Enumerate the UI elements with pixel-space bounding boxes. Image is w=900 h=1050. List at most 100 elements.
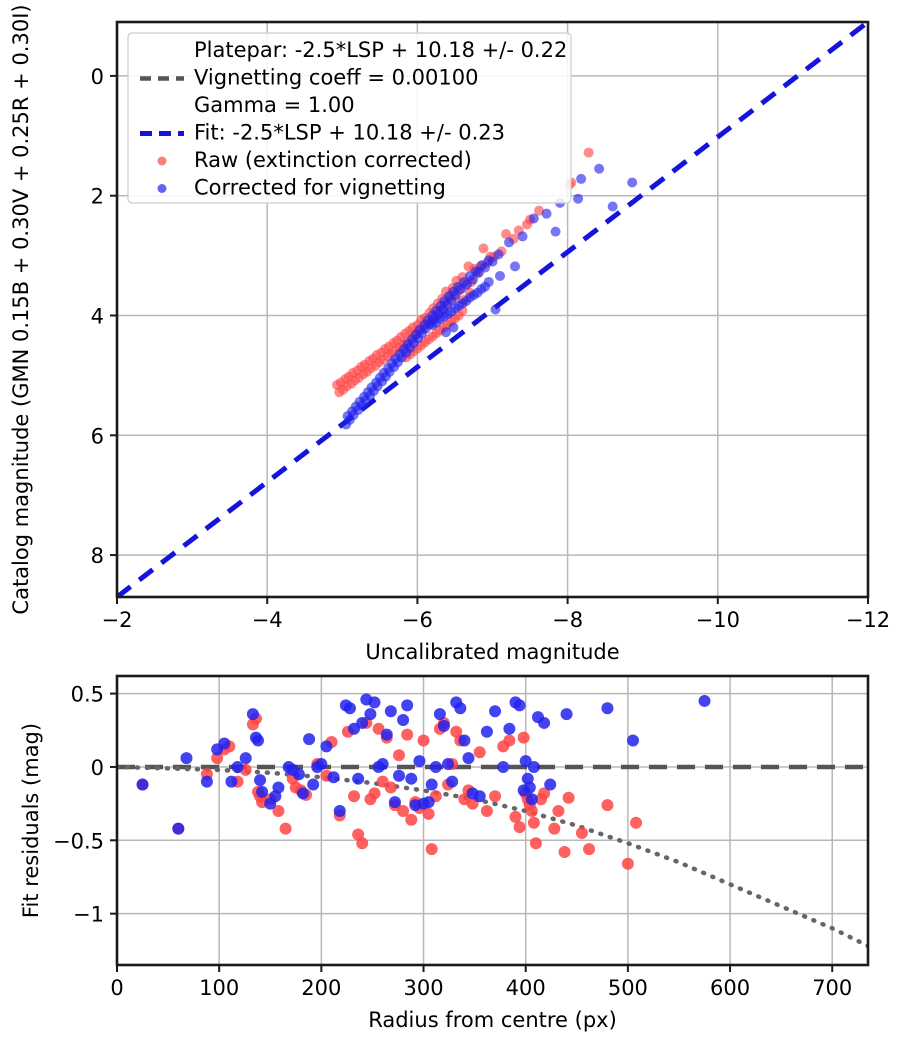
data-point (478, 243, 489, 254)
data-point (538, 716, 551, 729)
x-tick-label: 0 (110, 976, 123, 1000)
data-point (180, 752, 193, 765)
y-tick-label: 6 (91, 424, 104, 448)
x-tick-label: 500 (608, 976, 648, 1000)
data-point (417, 734, 430, 747)
axes-frame (115, 674, 870, 967)
x-tick-label: −4 (252, 608, 283, 632)
y-axis-title: Catalog magnitude (GMN 0.15B + 0.30V + 0… (9, 4, 33, 614)
data-point (431, 317, 442, 328)
data-point (544, 778, 557, 791)
data-point (573, 193, 584, 204)
data-point (307, 778, 320, 791)
data-point (231, 760, 244, 773)
data-point (200, 775, 213, 788)
x-axis-title: Radius from centre (px) (368, 1008, 617, 1032)
data-point (384, 781, 397, 794)
legend-entry-label: Platepar: -2.5*LSP + 10.18 +/- 0.22 (194, 38, 567, 62)
data-point (342, 411, 353, 422)
data-point (483, 276, 494, 287)
data-point (343, 702, 356, 715)
data-point (352, 772, 365, 785)
axes-frame (115, 20, 870, 599)
data-layer-fit-residuals (117, 693, 868, 949)
data-point (332, 379, 343, 390)
data-point (510, 261, 521, 272)
data-point (425, 843, 438, 856)
data-point (468, 290, 479, 301)
y-tick-label: −1 (73, 903, 104, 927)
legend: Platepar: -2.5*LSP + 10.18 +/- 0.22 Vigne… (127, 32, 572, 204)
data-point (388, 796, 401, 809)
data-point (489, 790, 502, 803)
x-tick-label: −10 (696, 608, 740, 632)
data-point (376, 758, 389, 771)
data-point (621, 857, 634, 870)
x-tick-label: 700 (812, 976, 852, 1000)
data-point (254, 774, 267, 787)
series-raw-extinction-corrected (332, 147, 594, 398)
data-point (380, 728, 393, 741)
data-point (626, 734, 639, 747)
data-point (272, 804, 285, 817)
data-point (461, 296, 472, 307)
series-corrected-for-vignetting (136, 693, 711, 835)
data-point (272, 781, 285, 794)
data-point (264, 797, 277, 810)
data-point (466, 797, 479, 810)
x-tick-label: 600 (710, 976, 750, 1000)
data-point (525, 804, 538, 817)
data-point (476, 284, 487, 295)
data-point (397, 804, 410, 817)
y-tick-label: 0.5 (71, 683, 104, 707)
data-point (504, 237, 515, 248)
data-point (462, 752, 475, 765)
data-point (601, 702, 614, 715)
data-point (320, 740, 333, 753)
data-point (525, 793, 538, 806)
data-point (401, 699, 414, 712)
data-point (422, 807, 435, 820)
x-tick-label: 200 (301, 976, 341, 1000)
data-point (296, 787, 309, 800)
data-point (548, 822, 561, 835)
data-point (427, 331, 438, 342)
y-tick-label: 0 (91, 65, 104, 89)
axes-fit-residuals: 0 100 200 300 400 500 600 700 0.5 0 −0.5 −1 Radius f… (19, 674, 870, 1032)
data-point (341, 419, 352, 430)
data-point (527, 816, 540, 829)
data-point (429, 760, 442, 773)
data-point (364, 708, 377, 721)
data-point (513, 699, 526, 712)
data-point (453, 300, 464, 311)
legend-entry-label: Corrected for vignetting (194, 176, 446, 200)
y-tick-label: −0.5 (53, 829, 104, 853)
data-point (538, 787, 551, 800)
data-point (463, 261, 474, 272)
x-tick-label: 300 (403, 976, 443, 1000)
data-point (405, 772, 418, 785)
data-point (368, 787, 381, 800)
data-point (501, 229, 512, 240)
data-point (503, 722, 516, 735)
data-point (211, 752, 224, 765)
legend-box (127, 32, 572, 204)
x-axis-title: Uncalibrated magnitude (365, 640, 619, 664)
y-tick-label: 0 (91, 756, 104, 780)
data-point (356, 716, 369, 729)
data-point (446, 306, 457, 317)
data-point (333, 804, 346, 817)
data-point (433, 708, 446, 721)
data-point (384, 705, 397, 718)
data-point (279, 822, 292, 835)
fit-line (117, 22, 868, 597)
data-point (368, 696, 381, 709)
y-tick-label: 4 (91, 304, 104, 328)
data-point (393, 769, 406, 782)
data-point (225, 775, 238, 788)
x-tick-label: 100 (199, 976, 239, 1000)
data-point (172, 822, 185, 835)
data-point (560, 708, 573, 721)
data-point (440, 327, 451, 338)
